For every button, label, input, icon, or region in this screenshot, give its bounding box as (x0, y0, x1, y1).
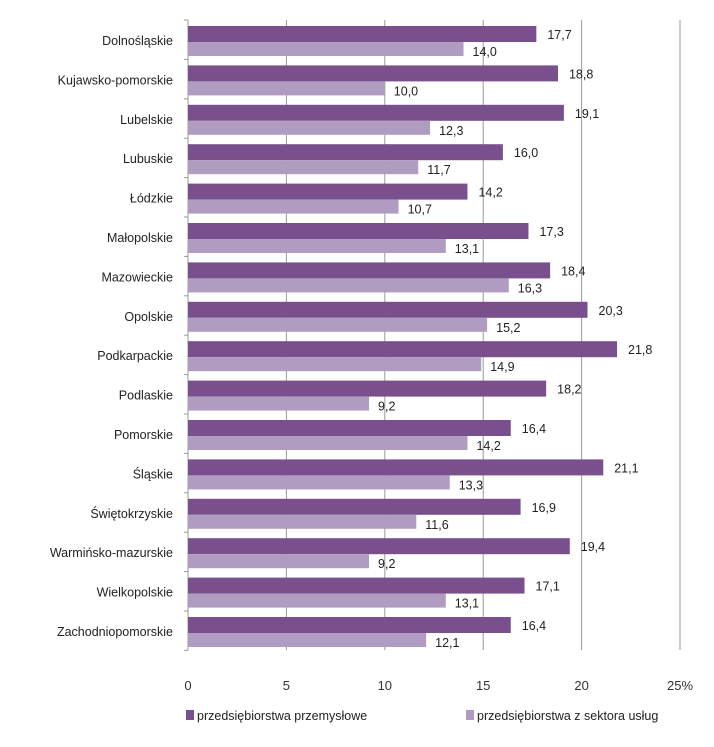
data-label: 17,7 (547, 28, 571, 42)
data-label: 12,3 (439, 124, 463, 138)
category-label: Dolnośląskie (102, 34, 173, 48)
category-label: Kujawsko-pomorskie (58, 73, 173, 87)
data-label: 9,2 (378, 557, 395, 571)
data-label: 16,4 (522, 619, 546, 633)
x-tick-label: 10 (378, 678, 392, 693)
category-label: Mazowieckie (101, 270, 173, 284)
data-label: 21,1 (614, 461, 638, 475)
category-label: Podlaskie (119, 389, 173, 403)
bar-przemyslowe (188, 577, 525, 594)
x-tick-label: 0 (184, 678, 191, 693)
bar-uslugi (188, 514, 417, 529)
data-label: 15,2 (496, 321, 520, 335)
category-label: Śląskie (133, 466, 173, 481)
category-label: Pomorskie (114, 428, 173, 442)
bar-uslugi (188, 436, 468, 450)
category-label: Zachodniopomorskie (57, 625, 173, 639)
data-label: 20,3 (599, 304, 623, 318)
legend-swatch (466, 710, 474, 720)
bar-przemyslowe (188, 301, 588, 318)
data-label: 18,8 (569, 67, 593, 81)
bar-przemyslowe (188, 26, 537, 42)
bar-uslugi (188, 239, 446, 253)
data-label: 12,1 (435, 636, 459, 650)
legend-label: przedsiębiorstwa z sektora usług (477, 709, 658, 723)
data-label: 9,2 (378, 400, 395, 414)
bar-przemyslowe (188, 498, 521, 515)
data-label: 16,9 (532, 501, 556, 515)
data-label: 13,3 (459, 478, 483, 492)
category-label: Wielkopolskie (97, 586, 173, 600)
data-label: 13,1 (455, 242, 479, 256)
bar-przemyslowe (188, 183, 468, 200)
data-label: 11,6 (425, 518, 448, 532)
data-label: 10,7 (408, 203, 432, 217)
data-label: 14,9 (490, 360, 514, 374)
bar-przemyslowe (188, 459, 604, 476)
category-label: Lubelskie (120, 113, 173, 127)
x-tick-label: 20 (574, 678, 588, 693)
category-label: Opolskie (124, 310, 173, 324)
bar-przemyslowe (188, 104, 564, 121)
bar-uslugi (188, 396, 370, 411)
legend-label: przedsiębiorstwa przemysłowe (197, 709, 367, 723)
data-label: 17,1 (536, 580, 560, 594)
bar-uslugi (188, 42, 464, 56)
data-label: 16,3 (518, 281, 542, 295)
bar-przemyslowe (188, 538, 570, 555)
bar-przemyslowe (188, 380, 547, 397)
bar-uslugi (188, 317, 488, 332)
bar-przemyslowe (188, 65, 558, 82)
bar-uslugi (188, 120, 431, 135)
x-tick-label: 25% (667, 678, 693, 693)
bar-uslugi (188, 475, 450, 490)
bar-uslugi (188, 554, 370, 569)
data-label: 14,2 (478, 186, 502, 200)
data-label: 10,0 (394, 84, 418, 98)
data-label: 14,2 (476, 439, 500, 453)
category-label: Świętokrzyskie (90, 506, 173, 521)
data-label: 13,1 (455, 597, 479, 611)
x-tick-label: 15 (476, 678, 490, 693)
data-label: 19,1 (575, 107, 599, 121)
bar-przemyslowe (188, 420, 511, 436)
bar-uslugi (188, 199, 399, 214)
category-label: Lubuskie (123, 152, 173, 166)
legend-swatch (186, 710, 194, 720)
bar-przemyslowe (188, 262, 551, 279)
category-label: Małopolskie (107, 231, 173, 245)
data-label: 21,8 (628, 343, 652, 357)
bar-uslugi (188, 81, 385, 96)
category-label: Warmińsko-mazurskie (50, 546, 173, 560)
category-label: Podkarpackie (97, 349, 173, 363)
bar-przemyslowe (188, 617, 511, 633)
data-label: 18,2 (557, 383, 581, 397)
data-label: 17,3 (539, 225, 563, 239)
category-label: Łódzkie (130, 192, 173, 206)
bar-przemyslowe (188, 144, 503, 161)
data-label: 11,7 (427, 163, 450, 177)
bar-uslugi (188, 278, 509, 293)
data-label: 14,0 (473, 45, 497, 59)
bar-uslugi (188, 160, 419, 175)
bar-przemyslowe (188, 341, 618, 358)
bar-przemyslowe (188, 223, 529, 239)
data-label: 18,4 (561, 264, 585, 278)
data-label: 19,4 (581, 540, 605, 554)
bar-uslugi (188, 357, 482, 372)
data-label: 16,4 (522, 422, 546, 436)
x-tick-label: 5 (283, 678, 290, 693)
data-label: 16,0 (514, 146, 538, 160)
bar-uslugi (188, 633, 427, 647)
bar-uslugi (188, 593, 446, 608)
